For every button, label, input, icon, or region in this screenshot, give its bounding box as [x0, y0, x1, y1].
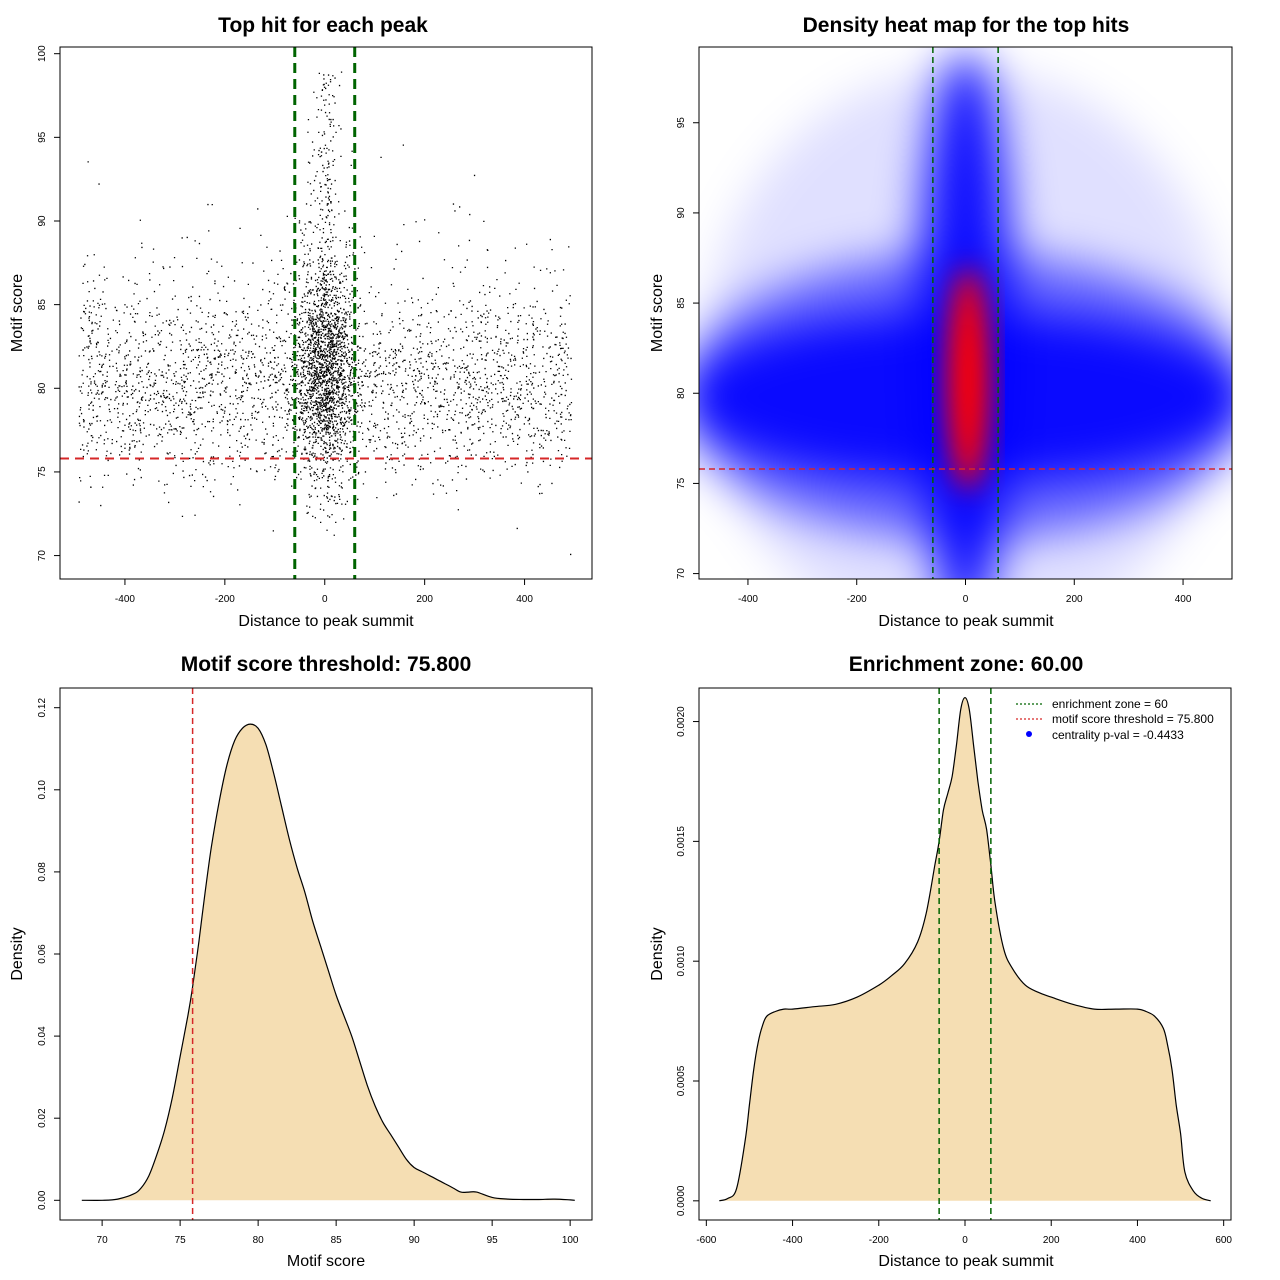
x-tick-label: 400 — [516, 594, 533, 605]
legend-label: motif score threshold = 75.800 — [1052, 712, 1214, 726]
legend-swatch-pval — [1026, 731, 1032, 737]
x-axis-label: Distance to peak summit — [878, 613, 1054, 630]
y-tick-label: 0.06 — [37, 944, 48, 964]
chart-title: Motif score threshold: 75.800 — [181, 653, 472, 676]
y-tick-label: 75 — [37, 466, 48, 478]
y-tick-label: 0.08 — [37, 862, 48, 882]
x-axis-label: Distance to peak summit — [238, 613, 414, 630]
x-tick-label: 0 — [962, 1235, 968, 1246]
x-tick-label: 600 — [1215, 1235, 1232, 1246]
y-tick-label: 95 — [37, 131, 48, 143]
y-tick-label: 85 — [676, 297, 687, 309]
y-tick-label: 0.0000 — [676, 1185, 687, 1216]
axes: -400 -200 0 200 400 70 75 80 85 90 95 — [676, 117, 1192, 605]
x-tick-label: 100 — [562, 1235, 579, 1246]
axes: -600 -400 -200 0 200 400 600 0.0000 0.0005 0.0010… — [676, 706, 1232, 1246]
y-tick-label: 0.00 — [37, 1190, 48, 1210]
x-tick-label: -200 — [847, 594, 867, 605]
density-curve — [719, 696, 1211, 1202]
x-tick-label: 200 — [1066, 594, 1083, 605]
x-tick-label: 90 — [409, 1235, 421, 1246]
legend: enrichment zone = 60 motif score thresho… — [1016, 697, 1214, 742]
x-tick-label: -600 — [696, 1235, 716, 1246]
y-tick-label: 100 — [37, 45, 48, 62]
axes: -400 -200 0 200 400 70 75 80 85 90 95 100 — [37, 45, 533, 605]
y-tick-label: 0.0020 — [676, 706, 687, 737]
panel-score-density: Motif score threshold: 75.800 70 75 80 85 90… — [9, 653, 593, 1270]
x-tick-label: 200 — [1043, 1235, 1060, 1246]
x-tick-label: 85 — [331, 1235, 343, 1246]
y-tick-label: 90 — [37, 215, 48, 227]
y-tick-label: 0.04 — [37, 1026, 48, 1046]
chart-title: Enrichment zone: 60.00 — [849, 653, 1084, 676]
y-tick-label: 85 — [37, 299, 48, 311]
y-axis-label: Motif score — [649, 274, 666, 352]
x-tick-label: 70 — [97, 1235, 109, 1246]
x-tick-label: -400 — [738, 594, 758, 605]
y-tick-label: 0.0015 — [676, 826, 687, 857]
y-tick-label: 0.02 — [37, 1108, 48, 1128]
density-fill — [81, 724, 575, 1201]
x-tick-label: -400 — [115, 594, 135, 605]
panel-distance-density: Enrichment zone: 60.00 -600 -400 -200 0 200 4… — [649, 653, 1232, 1270]
panel-scatter: Top hit for each peak -400 -200 0 200 400 70 7… — [9, 14, 593, 630]
x-tick-label: 75 — [175, 1235, 187, 1246]
reference-lines — [938, 688, 992, 1220]
chart-title: Top hit for each peak — [218, 14, 428, 37]
y-axis-label: Density — [9, 927, 26, 980]
panel-heatmap: Density heat map for the top hits -400 -2… — [649, 14, 1233, 630]
y-tick-label: 90 — [676, 207, 687, 219]
density-area — [719, 696, 1211, 1202]
x-axis-label: Distance to peak summit — [878, 1253, 1054, 1270]
x-tick-label: -400 — [783, 1235, 803, 1246]
y-tick-label: 0.12 — [37, 698, 48, 718]
axes: 70 75 80 85 90 95 100 0.00 0.02 0.04 0.06 0.08 0.10 0… — [37, 698, 579, 1246]
heat-peak-core — [954, 306, 982, 462]
heat-background-density — [699, 50, 1232, 579]
x-tick-label: -200 — [869, 1235, 889, 1246]
y-tick-label: 80 — [676, 387, 687, 399]
y-tick-label: 80 — [37, 382, 48, 394]
scatter-point-cloud — [78, 71, 573, 556]
chart-title: Density heat map for the top hits — [803, 14, 1130, 37]
reference-lines — [60, 47, 592, 579]
y-tick-label: 75 — [676, 477, 687, 489]
x-tick-label: 200 — [416, 594, 433, 605]
x-tick-label: 0 — [322, 594, 328, 605]
x-tick-label: -200 — [215, 594, 235, 605]
y-tick-label: 0.0005 — [676, 1065, 687, 1096]
legend-label: centrality p-val = -0.4433 — [1052, 728, 1184, 742]
y-tick-label: 0.10 — [37, 780, 48, 800]
density-curve — [81, 723, 575, 1201]
x-tick-label: 80 — [253, 1235, 265, 1246]
heat-peak-density — [945, 267, 992, 491]
x-tick-label: 400 — [1175, 594, 1192, 605]
x-tick-label: 95 — [487, 1235, 499, 1246]
y-axis-label: Density — [649, 927, 666, 980]
reference-lines — [699, 47, 1232, 579]
x-tick-label: 0 — [963, 594, 969, 605]
legend-label: enrichment zone = 60 — [1052, 697, 1168, 711]
density-heatmap — [699, 50, 1232, 579]
y-axis-label: Motif score — [9, 274, 26, 352]
x-tick-label: 400 — [1129, 1235, 1146, 1246]
density-fill — [719, 697, 1211, 1201]
y-tick-label: 0.0010 — [676, 945, 687, 976]
x-axis-label: Motif score — [287, 1253, 365, 1270]
scatter-points — [78, 71, 573, 556]
density-area — [81, 723, 575, 1201]
y-tick-label: 70 — [37, 550, 48, 562]
y-tick-label: 95 — [676, 117, 687, 129]
y-tick-label: 70 — [676, 568, 687, 580]
